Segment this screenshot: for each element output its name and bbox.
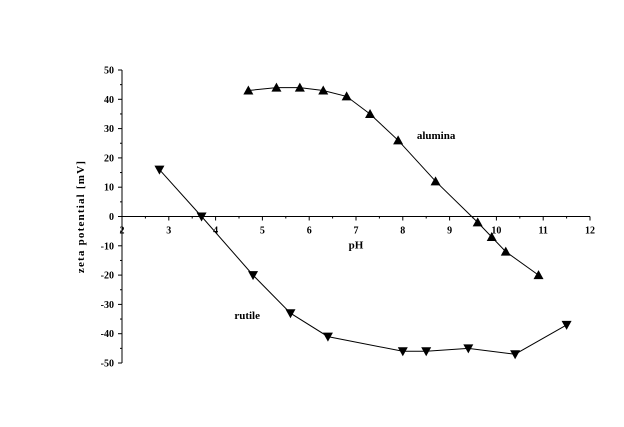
data-point-rutile xyxy=(196,212,207,222)
data-point-rutile xyxy=(421,347,432,357)
data-point-alumina xyxy=(243,85,254,95)
data-point-rutile xyxy=(154,165,165,175)
data-point-alumina xyxy=(341,91,352,101)
y-tick-label: 0 xyxy=(109,212,114,223)
data-point-alumina xyxy=(294,82,305,92)
annotation-rutile: rutile xyxy=(234,310,260,322)
data-point-rutile xyxy=(322,332,333,342)
data-point-alumina xyxy=(500,246,511,256)
y-tick-label: 40 xyxy=(104,95,114,106)
series-rutile xyxy=(154,165,572,360)
data-point-alumina xyxy=(365,108,376,118)
y-tick-label: 20 xyxy=(104,153,114,164)
annotations: alumina rutile xyxy=(234,130,456,322)
y-axis-title: zeta potential [mV] xyxy=(75,160,87,273)
y-tick-label: -10 xyxy=(101,241,114,252)
x-tick-label: 10 xyxy=(491,226,501,237)
data-point-rutile xyxy=(285,309,296,319)
data-point-alumina xyxy=(271,82,282,92)
series-line-rutile xyxy=(159,169,567,355)
data-point-alumina xyxy=(393,135,404,145)
series-alumina xyxy=(243,82,544,280)
y-tick-label: 10 xyxy=(104,183,114,194)
data-point-rutile xyxy=(561,320,572,330)
x-tick-label: 12 xyxy=(585,226,595,237)
data-point-rutile xyxy=(248,271,259,281)
y-tick-label: 50 xyxy=(104,66,114,77)
series-layer xyxy=(154,82,572,360)
x-axis-title: pH xyxy=(349,240,364,252)
data-point-alumina xyxy=(533,270,544,280)
axes: -50 -40 -30 -20 -10 0 10 20 30 40 50 2 3 4 5 6 7 8 9 10 11 12 xyxy=(101,66,595,370)
x-tick-label: 9 xyxy=(447,226,452,237)
annotation-alumina: alumina xyxy=(417,130,456,142)
data-point-rutile xyxy=(397,347,408,357)
x-tick-label: 5 xyxy=(260,226,265,237)
data-point-rutile xyxy=(463,344,474,354)
y-tick-label: -50 xyxy=(101,359,114,370)
y-tick-label: -30 xyxy=(101,300,114,311)
data-point-rutile xyxy=(510,350,521,360)
data-point-alumina xyxy=(318,85,329,95)
x-tick-label: 2 xyxy=(120,226,125,237)
x-tick-label: 3 xyxy=(166,226,171,237)
y-tick-label: -20 xyxy=(101,271,114,282)
x-tick-label: 8 xyxy=(400,226,405,237)
x-tick-label: 4 xyxy=(213,226,218,237)
data-point-alumina xyxy=(472,217,483,227)
series-line-alumina xyxy=(248,87,539,276)
x-tick-label: 11 xyxy=(538,226,547,237)
data-point-alumina xyxy=(430,176,441,186)
data-point-alumina xyxy=(486,232,497,242)
x-tick-label: 6 xyxy=(307,226,312,237)
x-tick-label: 7 xyxy=(354,226,359,237)
y-tick-label: 30 xyxy=(104,124,114,135)
y-tick-label: -40 xyxy=(101,329,114,340)
